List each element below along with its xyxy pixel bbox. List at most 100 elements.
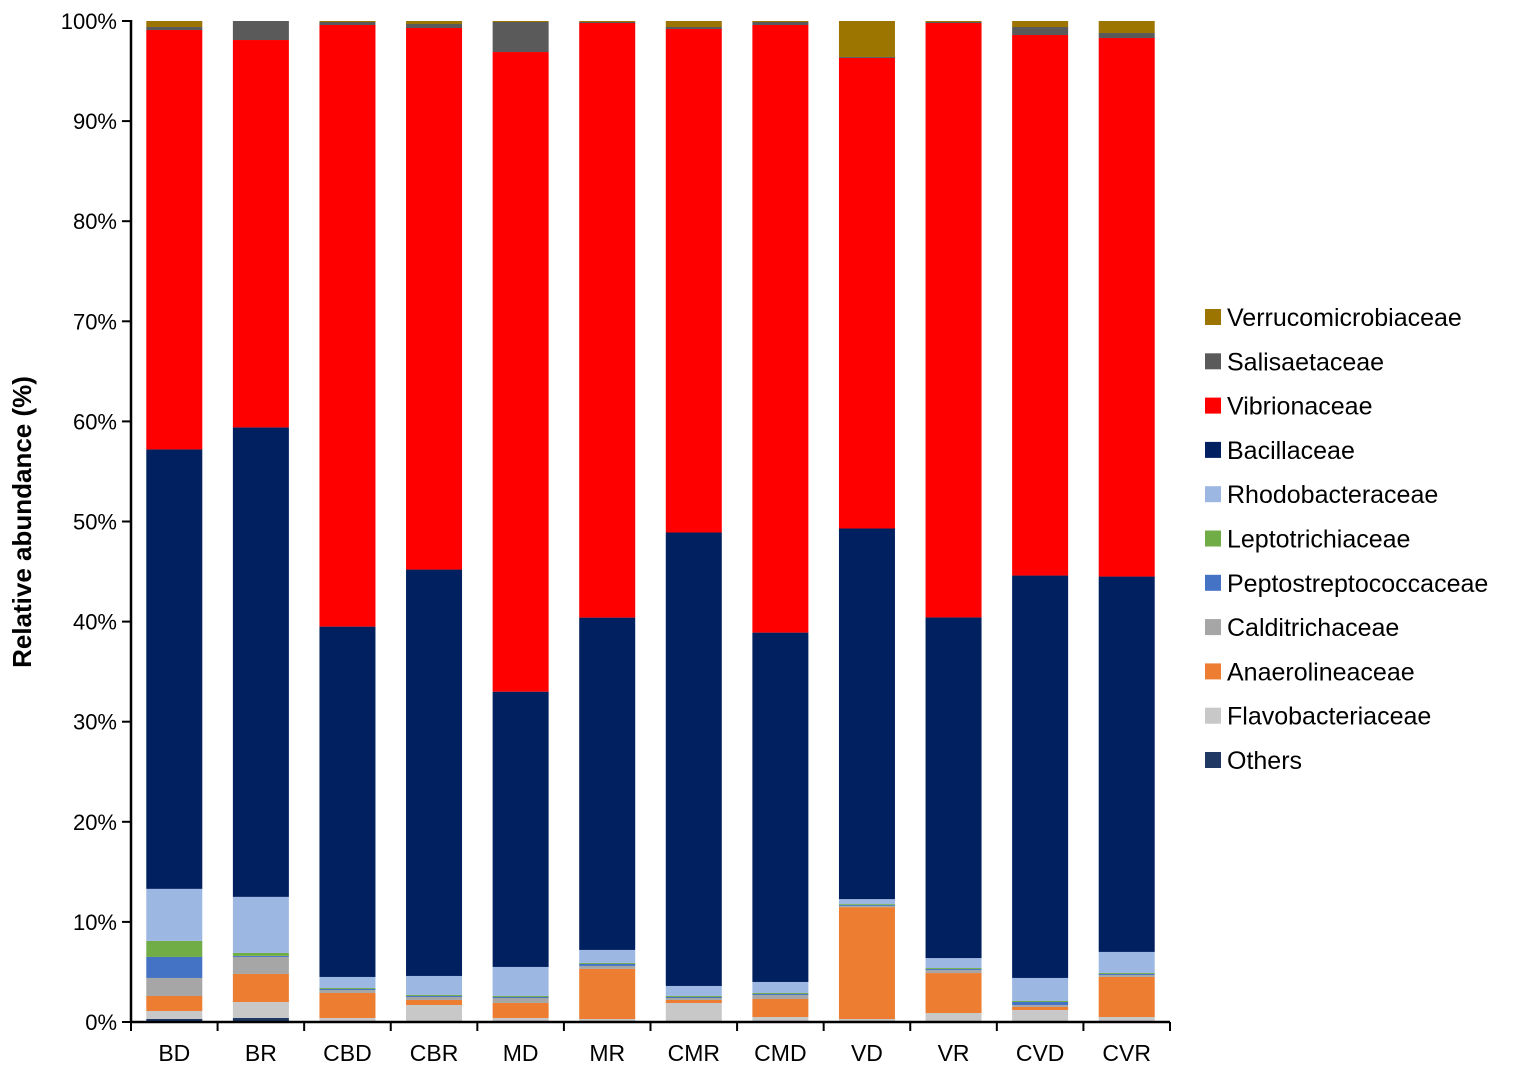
bar-segment-cvd-vibrionaceae <box>1012 35 1069 576</box>
bar-segment-cvd-anaerolineaceae <box>1012 1006 1069 1010</box>
bar-segment-cbd-flavobacteriaceae <box>319 1018 376 1021</box>
bar-segment-cvd-rhodobacteraceae <box>1012 977 1069 1001</box>
bar-segment-cbd-calditrichaceae <box>319 989 376 993</box>
bar-segment-md-rhodobacteraceae <box>492 966 549 996</box>
axes-layer: BD BR CBD CBR MD MR CMR CMD VD VR CVD CVR 0% 10% 20% 30… <box>61 9 1171 1066</box>
bar-segment-cmr-salisaetaceae <box>665 27 722 30</box>
bar-segment-mr-anaerolineaceae <box>579 968 636 1019</box>
legend-item-rhodobacteraceae: Rhodobacteraceae <box>1205 481 1438 509</box>
bar-segment-vd-salisaetaceae <box>838 56 895 58</box>
bar-segment-cvr-rhodobacteraceae <box>1098 951 1155 973</box>
legend-item-others: Others <box>1205 747 1302 775</box>
legend-item-verrucomicrobiaceae: Verrucomicrobiaceae <box>1205 304 1462 332</box>
legend-swatch <box>1205 663 1221 680</box>
bar-segment-br-leptotrichiaceae <box>232 952 289 956</box>
legend-label: Rhodobacteraceae <box>1227 481 1438 509</box>
x-tick-label-cbd: CBD <box>323 1040 372 1066</box>
legend-label: Bacillaceae <box>1227 437 1355 465</box>
bar-segment-cmr-flavobacteriaceae <box>665 1002 722 1021</box>
legend-label: Flavobacteriaceae <box>1227 703 1431 731</box>
legend-label: Peptostreptococcaceae <box>1227 570 1488 598</box>
legend-label: Salisaetaceae <box>1227 348 1384 376</box>
y-tick-label-30: 30% <box>73 710 117 735</box>
legend-item-calditrichaceae: Calditrichaceae <box>1205 614 1399 642</box>
legend-swatch <box>1205 486 1221 503</box>
legend: Verrucomicrobiaceae Salisaetaceae Vibriona… <box>1205 304 1488 775</box>
bar-segment-vr-salisaetaceae <box>925 22 982 23</box>
bar-segment-cvr-leptotrichiaceae <box>1098 972 1155 974</box>
legend-item-anaerolineaceae: Anaerolineaceae <box>1205 658 1415 686</box>
bar-segment-cbr-verrucomicrobiaceae <box>406 21 463 24</box>
x-tick-label-cmr: CMR <box>668 1040 720 1066</box>
bar-segment-cbd-anaerolineaceae <box>319 992 376 1018</box>
x-tick-label-br: BR <box>245 1040 277 1066</box>
bar-segment-mr-flavobacteriaceae <box>579 1019 636 1021</box>
bar-segment-md-verrucomicrobiaceae <box>492 21 549 22</box>
legend-swatch <box>1205 619 1221 636</box>
bar-segment-cvr-verrucomicrobiaceae <box>1098 21 1155 34</box>
bar-segment-vd-bacillaceae <box>838 528 895 900</box>
bar-segment-vd-vibrionaceae <box>838 57 895 529</box>
bar-segment-mr-rhodobacteraceae <box>579 949 636 963</box>
bar-segment-br-bacillaceae <box>232 427 289 897</box>
legend-label: Calditrichaceae <box>1227 614 1399 642</box>
bar-segment-vr-anaerolineaceae <box>925 973 982 1014</box>
bar-segment-cbr-bacillaceae <box>406 569 463 976</box>
bar-segment-cbd-salisaetaceae <box>319 22 376 25</box>
bar-segment-cmr-bacillaceae <box>665 532 722 986</box>
bar-segment-cbr-rhodobacteraceae <box>406 975 463 995</box>
x-tick-label-cmd: CMD <box>754 1040 806 1066</box>
bar-segment-cvr-bacillaceae <box>1098 576 1155 952</box>
bar-segment-cvr-anaerolineaceae <box>1098 976 1155 1017</box>
bar-segment-cvr-salisaetaceae <box>1098 33 1155 39</box>
bar-segment-cmd-calditrichaceae <box>752 994 809 999</box>
y-tick-label-20: 20% <box>73 810 117 835</box>
bar-segment-cmr-verrucomicrobiaceae <box>665 21 722 28</box>
x-tick-label-mr: MR <box>589 1040 625 1066</box>
bar-segment-vd-peptostreptococcaceae <box>838 905 895 907</box>
bar-segment-cvr-vibrionaceae <box>1098 38 1155 577</box>
bar-segment-md-anaerolineaceae <box>492 1002 549 1018</box>
legend-item-peptostreptococcaceae: Peptostreptococcaceae <box>1205 570 1488 598</box>
bar-segment-cmd-vibrionaceae <box>752 25 809 633</box>
x-tick-label-bd: BD <box>158 1040 190 1066</box>
legend-item-salisaetaceae: Salisaetaceae <box>1205 348 1384 376</box>
bar-segment-cbr-leptotrichiaceae <box>406 994 463 996</box>
bar-segment-vr-calditrichaceae <box>925 970 982 974</box>
bar-segment-vd-calditrichaceae <box>838 906 895 908</box>
bar-segment-vr-bacillaceae <box>925 617 982 959</box>
bar-segment-cvd-verrucomicrobiaceae <box>1012 21 1069 28</box>
legend-label: Anaerolineaceae <box>1227 658 1415 686</box>
bar-segment-md-leptotrichiaceae <box>492 995 549 997</box>
bars-layer <box>146 21 1155 1022</box>
legend-item-leptotrichiaceae: Leptotrichiaceae <box>1205 526 1410 554</box>
bar-segment-vd-anaerolineaceae <box>838 907 895 1019</box>
x-tick-label-cbr: CBR <box>410 1040 459 1066</box>
bar-segment-bd-calditrichaceae <box>146 977 203 996</box>
bar-segment-md-peptostreptococcaceae <box>492 996 549 998</box>
bar-segment-mr-calditrichaceae <box>579 965 636 969</box>
bar-segment-cmd-salisaetaceae <box>752 22 809 25</box>
bar-segment-vr-leptotrichiaceae <box>925 968 982 970</box>
bar-segment-br-flavobacteriaceae <box>232 1001 289 1018</box>
bar-segment-cvd-calditrichaceae <box>1012 1004 1069 1007</box>
bar-segment-cmr-peptostreptococcaceae <box>665 996 722 998</box>
y-tick-label-40: 40% <box>73 610 117 635</box>
bar-segment-vr-peptostreptococcaceae <box>925 969 982 971</box>
bar-segment-vr-flavobacteriaceae <box>925 1013 982 1021</box>
bar-segment-cmr-leptotrichiaceae <box>665 995 722 997</box>
bar-segment-cmd-peptostreptococcaceae <box>752 993 809 995</box>
bar-segment-cbr-vibrionaceae <box>406 28 463 570</box>
bar-segment-bd-salisaetaceae <box>146 27 203 31</box>
x-tick-label-cvr: CVR <box>1102 1040 1151 1066</box>
y-tick-label-80: 80% <box>73 209 117 234</box>
bar-segment-cvr-calditrichaceae <box>1098 974 1155 977</box>
legend-label: Leptotrichiaceae <box>1227 526 1410 554</box>
legend-swatch <box>1205 752 1221 768</box>
bar-segment-cmd-anaerolineaceae <box>752 998 809 1017</box>
bar-segment-vr-vibrionaceae <box>925 23 982 618</box>
bar-segment-cmd-bacillaceae <box>752 632 809 982</box>
bar-segment-cmd-leptotrichiaceae <box>752 992 809 994</box>
bar-segment-bd-vibrionaceae <box>146 30 203 450</box>
bar-segment-bd-flavobacteriaceae <box>146 1010 203 1019</box>
